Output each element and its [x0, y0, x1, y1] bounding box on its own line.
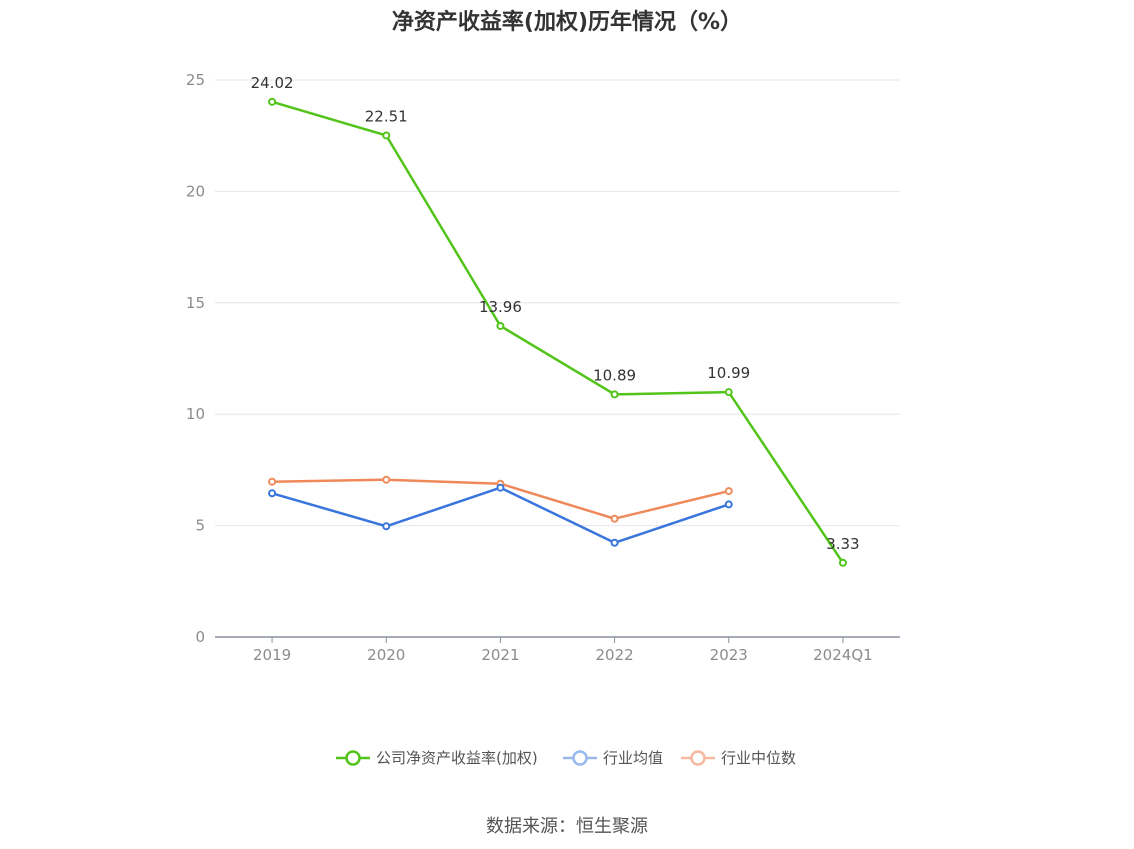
- data-label: 10.99: [707, 364, 750, 382]
- x-tick-label: 2023: [710, 646, 748, 664]
- legend-item[interactable]: 行业均值: [563, 749, 663, 767]
- data-label: 10.89: [593, 366, 636, 384]
- data-point[interactable]: [268, 489, 277, 498]
- series-2: [268, 475, 733, 523]
- legend-label: 公司净资产收益率(加权): [376, 749, 538, 767]
- data-source: 数据来源：恒生聚源: [486, 816, 648, 837]
- data-point[interactable]: [724, 487, 733, 496]
- y-tick-label: 25: [186, 71, 205, 89]
- data-point[interactable]: [610, 514, 619, 523]
- series-0: [268, 97, 847, 567]
- y-tick-label: 15: [186, 294, 205, 312]
- legend-marker: [345, 750, 361, 766]
- data-point[interactable]: [610, 538, 619, 547]
- legend-item[interactable]: 公司净资产收益率(加权): [336, 749, 538, 767]
- legend-marker: [690, 750, 706, 766]
- x-tick-label: 2022: [595, 646, 633, 664]
- chart-title: 净资产收益率(加权)历年情况（%）: [391, 10, 743, 35]
- data-label: 22.51: [365, 107, 408, 125]
- data-point[interactable]: [268, 97, 277, 106]
- data-point[interactable]: [382, 131, 391, 140]
- grid-lines: [215, 79, 900, 527]
- x-tick-label: 2024Q1: [813, 646, 873, 664]
- x-tick-label: 2020: [367, 646, 405, 664]
- x-tick-label: 2019: [253, 646, 291, 664]
- legend-label: 行业均值: [603, 749, 663, 767]
- y-tick-label: 20: [186, 182, 205, 200]
- data-point[interactable]: [610, 390, 619, 399]
- legend: 公司净资产收益率(加权) 行业均值 行业中位数: [336, 749, 796, 767]
- data-point[interactable]: [382, 475, 391, 484]
- data-point[interactable]: [496, 321, 505, 330]
- x-axis: 2019 2020 2021 2022 2023 2024Q1: [215, 636, 900, 664]
- data-label: 13.96: [479, 298, 522, 316]
- data-point[interactable]: [268, 477, 277, 486]
- data-point[interactable]: [496, 483, 505, 492]
- series-line: [271, 486, 730, 545]
- y-tick-label: 5: [195, 517, 205, 535]
- data-point[interactable]: [724, 500, 733, 509]
- x-tick-label: 2021: [481, 646, 519, 664]
- data-point[interactable]: [724, 388, 733, 397]
- y-axis: 0 5 10 15 20 25: [186, 71, 205, 646]
- legend-marker: [572, 750, 588, 766]
- data-label: 3.33: [826, 535, 859, 553]
- data-label: 24.02: [251, 74, 294, 92]
- legend-label: 行业中位数: [721, 749, 796, 767]
- data-point[interactable]: [382, 522, 391, 531]
- data-labels: 24.02 22.51 13.96 10.89 10.99 3.33: [251, 74, 860, 553]
- data-point[interactable]: [838, 558, 847, 567]
- series-line: [271, 100, 844, 564]
- y-tick-label: 10: [186, 405, 205, 423]
- series-layer: [268, 97, 847, 567]
- y-tick-label: 0: [195, 628, 205, 646]
- legend-item[interactable]: 行业中位数: [681, 749, 796, 767]
- series-1: [268, 483, 733, 547]
